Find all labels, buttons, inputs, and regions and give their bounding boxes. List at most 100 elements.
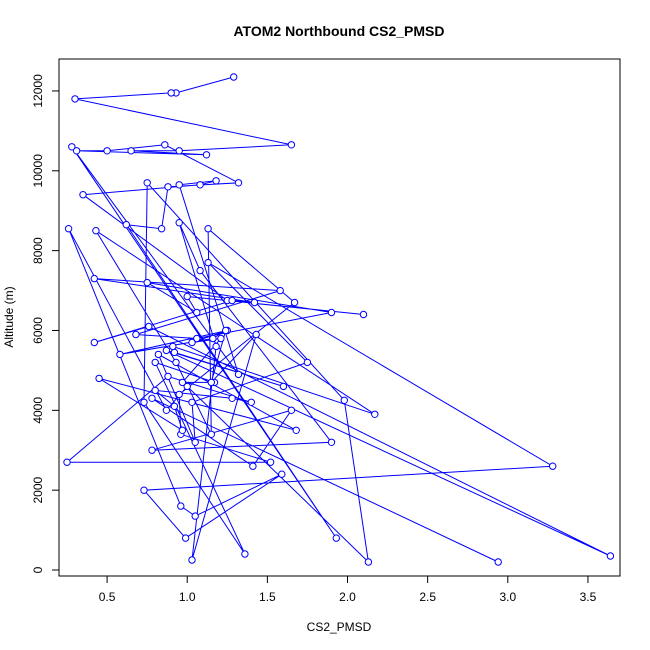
data-point: [204, 225, 212, 233]
data-point: [207, 430, 216, 438]
data-point: [132, 330, 140, 339]
data-point: [175, 181, 183, 189]
data-point: [148, 394, 156, 402]
data-point: [157, 225, 166, 233]
data-point: [287, 141, 296, 149]
data-point: [72, 147, 81, 155]
data-point: [170, 402, 179, 410]
data-point: [266, 458, 275, 466]
data-point: [183, 382, 191, 391]
data-point: [250, 298, 259, 307]
x-axis: 0.5 1.0 1.5 2.0 2.5 3.0 3.5: [99, 575, 597, 604]
data-point: [116, 350, 124, 359]
data-point: [290, 298, 299, 307]
data-point: [164, 372, 172, 381]
data-point: [193, 308, 201, 317]
y-tick-label: 8000: [31, 237, 45, 264]
data-point: [71, 95, 79, 103]
data-point: [279, 382, 288, 391]
data-point: [207, 378, 216, 387]
y-tick-label: 10000: [31, 154, 45, 188]
data-point: [183, 292, 191, 301]
chart-title: ATOM2 Northbound CS2_PMSD: [233, 23, 444, 39]
data-point: [178, 378, 187, 387]
data-point: [145, 322, 153, 331]
x-tick-label: 3.5: [580, 590, 597, 604]
data-point: [222, 326, 230, 335]
data-point: [359, 310, 368, 319]
data-point: [196, 181, 204, 189]
data-point: [241, 550, 249, 558]
data-point: [303, 358, 312, 367]
data-point: [151, 386, 159, 395]
y-tick-label: 4000: [31, 397, 45, 424]
data-point: [164, 183, 172, 191]
data-point: [327, 438, 336, 446]
data-point: [90, 338, 99, 347]
data-point: [228, 394, 236, 402]
data-point: [193, 334, 201, 343]
data-point: [292, 426, 300, 434]
data-point: [276, 286, 284, 295]
x-tick-label: 3.0: [499, 590, 516, 604]
data-point: [247, 398, 256, 406]
y-axis-label: Altitude (m): [2, 286, 16, 347]
x-tick-label: 1.5: [259, 590, 276, 604]
data-point: [252, 330, 260, 339]
data-point: [181, 534, 190, 542]
y-tick-label: 6000: [31, 317, 45, 344]
data-point: [63, 458, 71, 466]
data-point: [364, 558, 373, 566]
x-tick-label: 1.0: [179, 590, 196, 604]
plot-frame: [58, 58, 621, 577]
data-point: [103, 147, 111, 155]
data-point: [148, 446, 156, 454]
data-point: [606, 552, 615, 560]
data-point: [162, 406, 171, 414]
data-point: [212, 177, 220, 185]
data-point: [175, 147, 183, 155]
data-point: [204, 258, 212, 267]
data-point: [371, 410, 379, 418]
data-point: [167, 89, 175, 97]
data-point: [494, 558, 502, 566]
data-point: [217, 334, 225, 343]
data-point: [249, 462, 257, 470]
data-point: [92, 227, 100, 235]
data-point: [228, 296, 236, 305]
data-point: [140, 486, 148, 494]
x-tick-label: 2.5: [419, 590, 436, 604]
series-layer: [63, 73, 615, 566]
data-point: [140, 398, 148, 406]
data-point: [230, 73, 238, 81]
data-point: [151, 358, 159, 367]
data-point: [68, 143, 76, 151]
data-point: [191, 512, 199, 520]
y-axis: 0 2000 4000 6000 8000 10000 12000: [31, 74, 60, 573]
data-point: [202, 151, 211, 159]
y-tick-label: 0: [31, 566, 45, 573]
y-tick-label: 2000: [31, 476, 45, 503]
data-point: [161, 141, 169, 149]
data-point: [169, 342, 177, 351]
data-point: [95, 374, 103, 383]
data-point: [175, 390, 183, 399]
x-axis-label: CS2_PMSD: [307, 620, 372, 634]
data-point: [64, 225, 73, 233]
data-point: [332, 534, 340, 542]
data-point: [196, 266, 204, 275]
series-line: [65, 76, 611, 564]
data-point: [122, 221, 131, 229]
data-point: [178, 426, 187, 434]
data-point: [79, 191, 87, 199]
data-point: [175, 219, 183, 227]
data-point: [90, 274, 99, 283]
x-tick-label: 0.5: [99, 590, 116, 604]
data-point: [143, 278, 151, 287]
data-point: [209, 334, 217, 343]
data-point: [177, 502, 185, 510]
data-point: [234, 179, 243, 187]
data-point: [188, 398, 196, 406]
data-point: [549, 462, 557, 470]
